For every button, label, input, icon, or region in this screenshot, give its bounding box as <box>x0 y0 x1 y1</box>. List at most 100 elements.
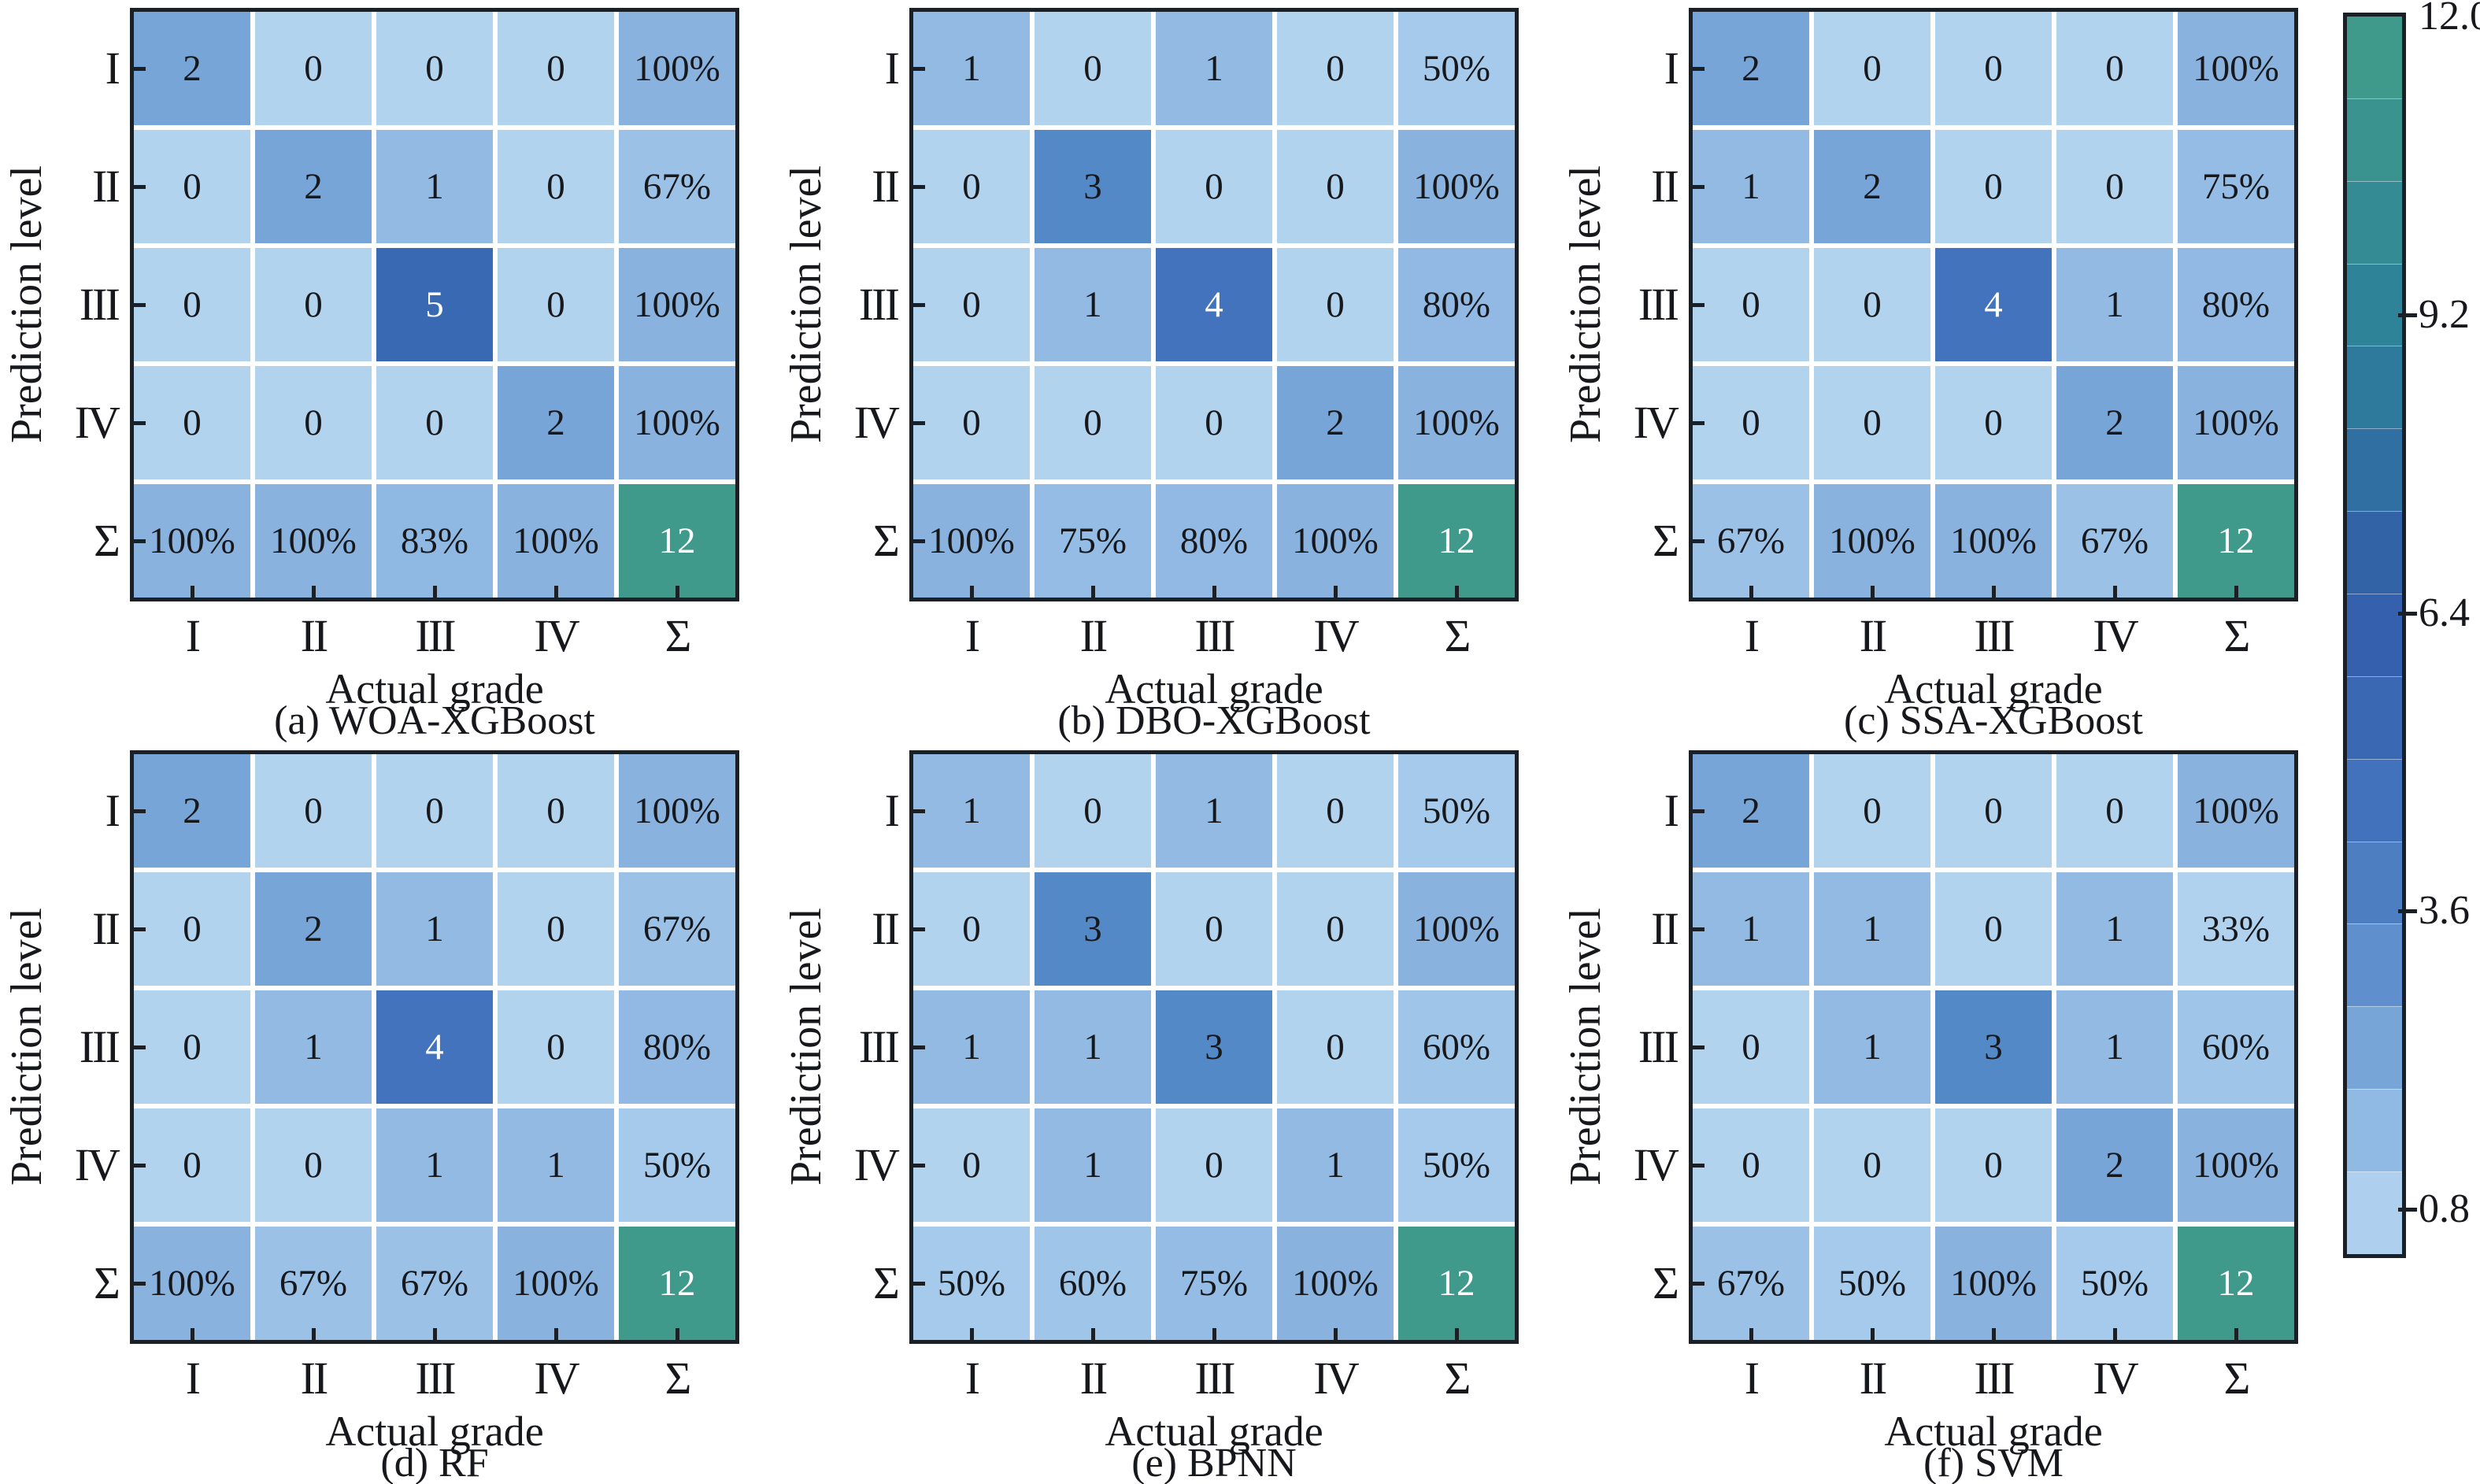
cell-e-r2c1: 0 <box>913 872 1030 986</box>
x-tick <box>433 1328 437 1340</box>
row-label-III: III <box>858 279 900 330</box>
row-label-II: II <box>872 161 900 212</box>
x-tick <box>2234 1328 2238 1340</box>
cell-d-r3c2: 1 <box>255 990 372 1104</box>
col-label-III: III <box>415 1353 456 1404</box>
cell-b-r1c3: 1 <box>1156 12 1272 125</box>
x-tick <box>2113 1328 2117 1340</box>
colorbar-segment-12 <box>2347 923 2402 1007</box>
cell-a-r4c3: 0 <box>376 366 493 479</box>
x-tick <box>191 1328 194 1340</box>
y-tick <box>913 421 925 425</box>
cell-a-r1c2: 0 <box>255 12 372 125</box>
panel-caption: (c) SSA-XGBoost <box>1844 698 2143 743</box>
panel-ssa-xgboost: Prediction level 2 0 0 0 100% 1 2 0 0 75% 0 0 4 1 80% 0… <box>1559 0 2338 743</box>
row-label-IV: IV <box>74 1139 120 1190</box>
colorbar-tick-label: 9.2 <box>2419 291 2470 337</box>
row-label-I: I <box>1664 785 1679 836</box>
cell-e-r2c5: 100% <box>1398 872 1515 986</box>
cell-e-r5c5: 12 <box>1398 1227 1515 1340</box>
cell-c-r5c2: 100% <box>1814 484 1930 598</box>
row-label-IV: IV <box>1633 1139 1679 1190</box>
row-label-I: I <box>884 43 900 94</box>
cell-e-r3c4: 0 <box>1277 990 1394 1104</box>
colorbar-tick <box>2398 909 2417 914</box>
colorbar-segment-4 <box>2347 263 2402 346</box>
cell-e-r3c3: 3 <box>1156 990 1272 1104</box>
x-tick <box>1992 1328 1996 1340</box>
cell-f-r3c1: 0 <box>1693 990 1809 1104</box>
row-label-IV: IV <box>853 1139 900 1190</box>
cell-d-r4c3: 1 <box>376 1108 493 1222</box>
cell-c-r4c2: 0 <box>1814 366 1930 479</box>
panel-caption: (f) SVM <box>1923 1441 2064 1484</box>
cell-b-r2c2: 3 <box>1035 130 1151 243</box>
x-tick <box>676 1328 679 1340</box>
cell-e-r4c1: 0 <box>913 1108 1030 1222</box>
y-tick <box>134 539 146 543</box>
panel-rf: Prediction level 2 0 0 0 100% 0 2 1 0 67% 0 1 4 0 80% 0… <box>0 742 779 1484</box>
cell-b-r5c1: 100% <box>913 484 1030 598</box>
cell-e-r5c4: 100% <box>1277 1227 1394 1340</box>
cell-c-r3c4: 1 <box>2056 248 2173 361</box>
x-tick <box>191 586 194 598</box>
x-tick <box>970 1328 974 1340</box>
cell-d-r3c3: 4 <box>376 990 493 1104</box>
cell-e-r1c2: 0 <box>1035 754 1151 868</box>
cell-b-r1c2: 0 <box>1035 12 1151 125</box>
cell-e-r4c3: 0 <box>1156 1108 1272 1222</box>
cell-f-r5c2: 50% <box>1814 1227 1930 1340</box>
col-label-III: III <box>1974 1353 2015 1404</box>
cell-b-r5c5: 12 <box>1398 484 1515 598</box>
cell-f-r5c4: 50% <box>2056 1227 2173 1340</box>
cell-a-r3c5: 100% <box>619 248 735 361</box>
cell-e-r1c5: 50% <box>1398 754 1515 868</box>
col-label-IV: IV <box>534 610 579 661</box>
cell-f-r4c5: 100% <box>2178 1108 2294 1222</box>
colorbar-segment-1 <box>2347 17 2402 98</box>
y-tick <box>1693 1164 1705 1168</box>
cell-d-r4c1: 0 <box>134 1108 250 1222</box>
cell-c-r4c3: 0 <box>1935 366 2052 479</box>
colorbar-segment-11 <box>2347 841 2402 924</box>
cell-d-r4c5: 50% <box>619 1108 735 1222</box>
cell-f-r4c3: 0 <box>1935 1108 2052 1222</box>
row-label-II: II <box>92 161 120 212</box>
col-label-IV: IV <box>2093 610 2138 661</box>
x-tick <box>312 1328 316 1340</box>
col-label-I: I <box>1744 1353 1760 1404</box>
row-label-II: II <box>92 903 120 954</box>
colorbar-tick-label: 12.0 <box>2419 0 2480 39</box>
cell-a-r3c1: 0 <box>134 248 250 361</box>
cell-d-r2c1: 0 <box>134 872 250 986</box>
colorbar-tick-label: 3.6 <box>2419 888 2470 934</box>
col-label-II: II <box>1859 610 1888 661</box>
colorbar-tick <box>2398 611 2417 616</box>
colorbar-segment-13 <box>2347 1006 2402 1090</box>
cell-e-r1c4: 0 <box>1277 754 1394 868</box>
cell-f-r5c1: 67% <box>1693 1227 1809 1340</box>
cell-c-r5c3: 100% <box>1935 484 2052 598</box>
cell-c-r1c3: 0 <box>1935 12 2052 125</box>
cell-b-r2c1: 0 <box>913 130 1030 243</box>
colorbar-segment-14 <box>2347 1089 2402 1172</box>
col-label-III: III <box>415 610 456 661</box>
x-tick <box>1455 1328 1459 1340</box>
heatmap-grid: 2 0 0 0 100% 1 1 0 1 33% 0 1 3 1 60% 0 0 0 2 100% 67% 50% 100%… <box>1689 750 2298 1344</box>
cell-f-r3c4: 1 <box>2056 990 2173 1104</box>
x-tick <box>1091 586 1095 598</box>
x-tick <box>312 586 316 598</box>
panel-woa-xgboost: Prediction level 2 0 0 0 100% 0 2 1 0 67% 0 0 5 0 100%… <box>0 0 779 742</box>
y-tick <box>913 927 925 931</box>
row-label-III: III <box>1638 279 1679 330</box>
x-tick <box>2113 586 2117 598</box>
cell-f-r1c5: 100% <box>2178 754 2294 868</box>
row-label-III: III <box>858 1021 900 1072</box>
col-label-II: II <box>1859 1353 1888 1404</box>
cell-b-r5c3: 80% <box>1156 484 1272 598</box>
row-label-Σ: Σ <box>94 1257 120 1308</box>
cell-c-r2c1: 1 <box>1693 130 1809 243</box>
cell-c-r3c3: 4 <box>1935 248 2052 361</box>
cell-e-r3c2: 1 <box>1035 990 1151 1104</box>
